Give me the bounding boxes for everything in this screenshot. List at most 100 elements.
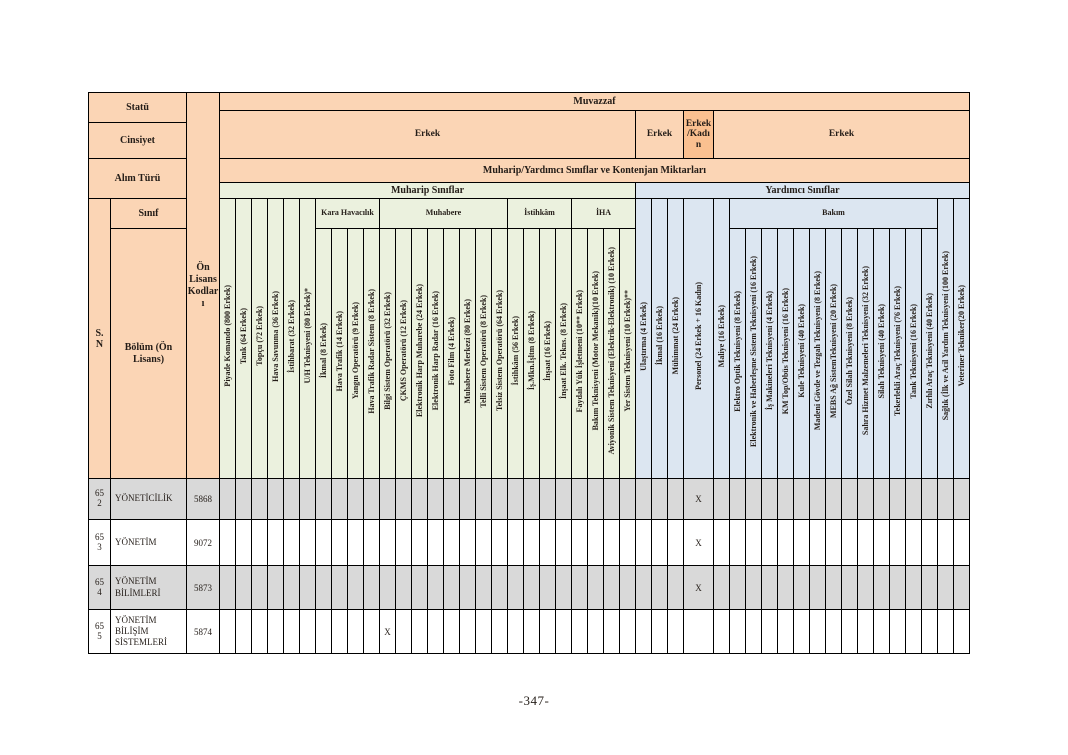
column-header: İkmal (8 Erkek) xyxy=(315,228,332,479)
quota-cell xyxy=(793,565,810,610)
table-row: 653 YÖNETİM 9072 X xyxy=(88,519,970,566)
quota-cell xyxy=(937,565,954,610)
column-header: Faydalı Yük İşletmeni (10** Erkek) xyxy=(571,228,588,479)
column-header: Hava Trafik (14 Erkek) xyxy=(331,228,348,479)
quota-cell xyxy=(937,478,954,520)
row-bolum: YÖNETİM BİLİŞİM SİSTEMLERİ xyxy=(110,609,187,654)
quota-cell xyxy=(603,609,620,654)
quota-cell xyxy=(459,478,476,520)
quota-cell xyxy=(587,565,604,610)
column-header: Bakım Teknisyeni (Motor Mekanik)(10 Erke… xyxy=(587,228,604,479)
quota-cell xyxy=(857,478,874,520)
quota-cell xyxy=(713,609,730,654)
quota-cell xyxy=(523,609,540,654)
quota-cell xyxy=(841,565,858,610)
column-header: Mühimmat (24 Erkek) xyxy=(667,198,684,479)
quota-cell xyxy=(395,478,412,520)
quota-cell xyxy=(427,519,444,566)
quota-cell xyxy=(667,519,684,566)
quota-cell xyxy=(427,565,444,610)
quota-cell xyxy=(889,565,906,610)
quota-cell xyxy=(331,478,348,520)
quota-cell xyxy=(651,565,668,610)
quota-cell xyxy=(571,519,588,566)
quota-cell xyxy=(315,519,332,566)
quota-cell xyxy=(539,565,556,610)
quota-cell xyxy=(667,478,684,520)
group-header: İstihkâm xyxy=(507,198,572,229)
quota-cell xyxy=(363,519,380,566)
quota-cell xyxy=(507,609,524,654)
quota-cell xyxy=(539,519,556,566)
quota-cell xyxy=(267,519,284,566)
quota-cell xyxy=(777,565,794,610)
quota-cell xyxy=(841,478,858,520)
gender-header: Erkek xyxy=(635,110,684,159)
column-header: Veteriner Tekniker(20 Erkek) xyxy=(953,198,970,479)
column-header: Maliye (16 Erkek) xyxy=(713,198,730,479)
quota-cell xyxy=(761,519,778,566)
quota-cell xyxy=(283,478,300,520)
quota-cell xyxy=(507,519,524,566)
quota-cell xyxy=(395,565,412,610)
column-header: Aviyonik Sistem Teknisyeni (Elektrik-Ele… xyxy=(603,228,620,479)
quota-cell xyxy=(219,519,236,566)
quota-cell xyxy=(667,565,684,610)
quota-cell xyxy=(571,609,588,654)
quota-cell xyxy=(953,609,970,654)
quota-cell xyxy=(555,565,572,610)
quota-cell xyxy=(395,609,412,654)
on-lisans-kodlari-header: Ön Lisans Kodları xyxy=(186,92,220,479)
quota-cell xyxy=(793,609,810,654)
quota-cell xyxy=(475,519,492,566)
column-header: İnşaat (16 Erkek) xyxy=(539,228,556,479)
kontenjan-header: Muharip/Yardımcı Sınıflar ve Kontenjan M… xyxy=(219,158,970,183)
quota-cell xyxy=(523,478,540,520)
quota-cell xyxy=(475,565,492,610)
quota-cell xyxy=(809,478,826,520)
quota-cell xyxy=(619,609,636,654)
quota-cell xyxy=(889,519,906,566)
quota-cell xyxy=(443,478,460,520)
quota-cell xyxy=(459,565,476,610)
quota-cell xyxy=(603,519,620,566)
quota-cell: X xyxy=(683,519,714,566)
quota-cell xyxy=(299,519,316,566)
quota-cell xyxy=(491,519,508,566)
quota-cell xyxy=(363,565,380,610)
quota-cell xyxy=(347,519,364,566)
column-header: İstihkâm (56 Erkek) xyxy=(507,228,524,479)
quota-cell xyxy=(635,478,652,520)
quota-cell xyxy=(555,478,572,520)
quota-cell xyxy=(331,609,348,654)
quota-cell xyxy=(635,565,652,610)
row-bolum: YÖNETİM xyxy=(110,519,187,566)
quota-cell xyxy=(809,565,826,610)
quota-cell xyxy=(315,565,332,610)
quota-cell xyxy=(953,519,970,566)
column-header: Foto Film (4 Erkek) xyxy=(443,228,460,479)
sinif-header: Sınıf xyxy=(110,198,187,229)
column-header: Tekerlekli Araç Teknisyeni (76 Erkek) xyxy=(889,228,906,479)
quota-cell xyxy=(729,519,746,566)
quota-cell xyxy=(267,609,284,654)
quota-cell xyxy=(571,565,588,610)
quota-cell: X xyxy=(379,609,396,654)
row-kod: 5874 xyxy=(186,609,220,654)
row-bolum: YÖNETİCİLİK xyxy=(110,478,187,520)
quota-cell xyxy=(315,478,332,520)
column-header: İstihbarat (32 Erkek) xyxy=(283,198,300,479)
column-header: Silah Teknisyeni (40 Erkek) xyxy=(873,228,890,479)
group-header: Muhabere xyxy=(379,198,508,229)
alim-turu-header: Alım Türü xyxy=(88,158,187,199)
quota-cell xyxy=(873,565,890,610)
sn-header: S.N xyxy=(88,198,111,479)
column-header: MEBS Ağ SistemTeknisyeni (20 Erkek) xyxy=(825,228,842,479)
quota-cell xyxy=(713,519,730,566)
quota-cell xyxy=(219,478,236,520)
column-header: Telli Sistem Operatörü (8 Erkek) xyxy=(475,228,492,479)
column-header: Elektro Optik Teknisyeni (8 Erkek) xyxy=(729,228,746,479)
quota-cell xyxy=(729,478,746,520)
row-sn: 655 xyxy=(88,609,111,654)
quota-cell xyxy=(283,565,300,610)
